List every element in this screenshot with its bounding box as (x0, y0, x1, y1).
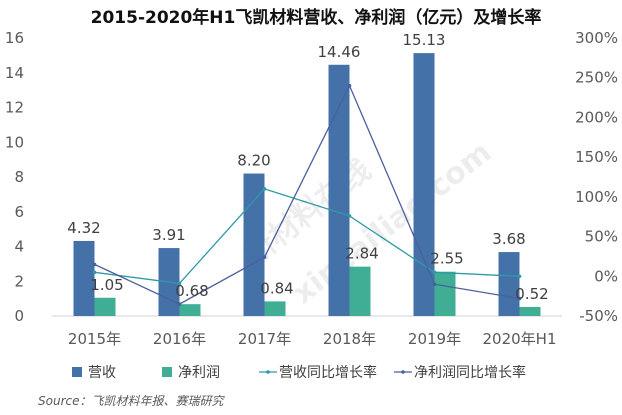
bar (73, 240, 95, 316)
data-label: 0.84 (260, 279, 293, 297)
y-right-tick-label: 100% (575, 188, 618, 206)
data-label: 1.05 (90, 276, 123, 294)
line-point (517, 296, 522, 301)
bar (434, 271, 456, 316)
legend-label: 净利润 (178, 365, 220, 381)
y-right-tick-label: 50% (585, 228, 618, 246)
y-right-tick-label: 200% (575, 108, 618, 126)
bar (349, 266, 371, 316)
y-right-tick-label: 250% (575, 69, 618, 87)
y-right-tick-label: -50% (579, 307, 618, 325)
x-tick-label: 2016年 (153, 330, 206, 348)
legend-label: 营收同比增长率 (279, 364, 377, 381)
y-left-tick-label: 2 (14, 272, 24, 290)
legend-marker (401, 370, 405, 374)
x-tick-label: 2018年 (323, 330, 376, 348)
legend-swatch (162, 367, 172, 377)
bar (413, 53, 435, 317)
data-label: 15.13 (403, 31, 446, 49)
bar (179, 304, 201, 316)
series-line (94, 84, 520, 305)
legend-label: 净利润同比增长率 (414, 364, 526, 381)
data-label: 8.20 (237, 152, 270, 170)
y-left-tick-label: 10 (5, 133, 24, 151)
line-point (262, 255, 267, 260)
bar (328, 64, 350, 316)
y-left-tick-label: 12 (5, 99, 24, 117)
line-point (517, 274, 522, 279)
bar (243, 173, 265, 316)
y-left-tick-label: 14 (5, 64, 24, 82)
data-label: 14.46 (318, 43, 361, 61)
y-left-tick-label: 6 (14, 203, 24, 221)
source-note: Source：飞凯材料年报、赛瑞研究 (38, 394, 225, 408)
y-right-tick-label: 0% (594, 267, 618, 285)
bar (264, 301, 286, 316)
y-left-tick-label: 0 (14, 307, 24, 325)
y-left-tick-label: 16 (5, 29, 24, 47)
line-point (347, 214, 352, 218)
data-label: 0.68 (175, 282, 208, 300)
data-label: 3.91 (152, 226, 185, 244)
bar (94, 297, 116, 316)
series-line (94, 188, 520, 285)
y-right-tick-label: 150% (575, 148, 618, 166)
line-point (262, 187, 267, 191)
line-point (177, 281, 182, 286)
bar (519, 306, 541, 316)
y-left-tick-label: 8 (14, 168, 24, 186)
data-label: 3.68 (492, 230, 525, 248)
data-label: 4.32 (67, 219, 100, 237)
data-label: 2.55 (430, 250, 463, 268)
chart-title: 2015-2020年H1飞凯材料营收、净利润（亿元）及增长率 (91, 7, 542, 28)
data-label: 0.52 (515, 285, 548, 303)
x-tick-label: 2020年H1 (483, 330, 557, 348)
bar (498, 252, 520, 316)
x-tick-label: 2015年 (68, 330, 121, 348)
y-left-tick-label: 4 (14, 238, 24, 256)
line-point (92, 270, 97, 275)
legend-marker (266, 370, 270, 374)
line-point (347, 83, 352, 88)
legend-label: 营收 (88, 365, 116, 381)
line-point (432, 270, 437, 275)
data-label: 2.84 (345, 245, 378, 263)
line-point (92, 262, 97, 267)
line-point (177, 302, 182, 306)
x-tick-label: 2017年 (238, 330, 291, 348)
legend-swatch (72, 367, 82, 377)
line-point (432, 282, 437, 287)
y-right-tick-label: 300% (575, 29, 618, 47)
x-tick-label: 2019年 (408, 330, 461, 348)
